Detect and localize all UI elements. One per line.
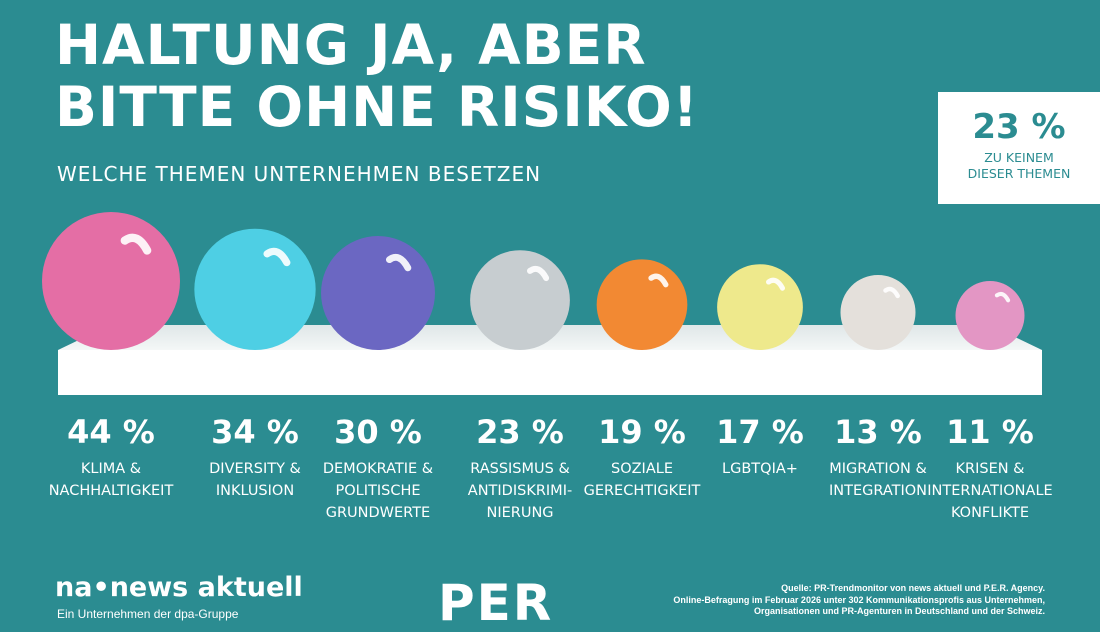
callout-text: ZU KEINEM DIESER THEMEN xyxy=(967,150,1071,181)
chart-label-4: 19 % SOZIALE GERECHTIGKEIT xyxy=(572,412,712,502)
no-topic-callout: 23 % ZU KEINEM DIESER THEMEN xyxy=(938,92,1100,204)
chart-label-5: 17 % LGBTQIA+ xyxy=(690,412,830,480)
ball-4 xyxy=(596,259,688,350)
chart-label-3: 23 % RASSISMUS & ANTIDISKRIMI- NIERUNG xyxy=(450,412,590,524)
ball-highlight-6 xyxy=(883,286,900,299)
value-label-0: 44 % xyxy=(67,413,155,451)
chart-label-6: 13 % MIGRATION & INTEGRATION xyxy=(808,412,948,502)
ball-1 xyxy=(194,228,316,350)
ball-highlight-4 xyxy=(648,273,669,288)
news-aktuell-tagline: Ein Unternehmen der dpa-Gruppe xyxy=(57,607,239,621)
category-label-7: KRISEN & INTERNATIONALE KONFLIKTE xyxy=(927,461,1053,521)
value-label-7: 11 % xyxy=(946,413,1034,451)
category-label-5: LGBTQIA+ xyxy=(722,461,798,477)
value-label-2: 30 % xyxy=(334,413,422,451)
chart-label-7: 11 % KRISEN & INTERNATIONALE KONFLIKTE xyxy=(920,412,1060,524)
title-line-2: BITTE OHNE RISIKO! xyxy=(55,75,699,139)
chart-subtitle: WELCHE THEMEN UNTERNEHMEN BESETZEN xyxy=(57,162,542,186)
chart-labels: 44 % KLIMA & NACHHALTIGKEIT 34 % DIVERSITY … xyxy=(0,412,1100,532)
ball-5 xyxy=(717,264,803,350)
chart-balls xyxy=(42,212,1025,350)
category-label-6: MIGRATION & INTEGRATION xyxy=(828,461,928,499)
ball-highlight-7 xyxy=(994,291,1011,303)
chart-label-0: 44 % KLIMA & NACHHALTIGKEIT xyxy=(41,412,181,502)
value-label-3: 23 % xyxy=(476,413,564,451)
chart-label-2: 30 % DEMOKRATIE & POLITISCHE GRUNDWERTE xyxy=(308,412,448,524)
ball-7 xyxy=(955,281,1025,350)
page-title: HALTUNG JA, ABER BITTE OHNE RISIKO! xyxy=(55,14,699,138)
ball-highlight-2 xyxy=(385,254,412,272)
callout-value: 23 % xyxy=(972,107,1066,147)
ball-3 xyxy=(470,250,570,350)
category-label-1: DIVERSITY & INKLUSION xyxy=(209,461,301,499)
title-line-1: HALTUNG JA, ABER xyxy=(55,13,647,77)
ball-2 xyxy=(321,236,435,350)
news-aktuell-logo: na•news aktuell xyxy=(55,572,303,603)
category-label-3: RASSISMUS & ANTIDISKRIMI- NIERUNG xyxy=(467,461,573,521)
value-label-5: 17 % xyxy=(716,413,804,451)
ball-highlight-5 xyxy=(766,277,786,291)
category-label-0: KLIMA & NACHHALTIGKEIT xyxy=(48,461,174,499)
ball-highlight-1 xyxy=(263,247,291,267)
ball-highlight-0 xyxy=(120,233,152,255)
shelf-front xyxy=(58,350,1042,395)
value-label-1: 34 % xyxy=(211,413,299,451)
source-note: Quelle: PR-Trendmonitor von news aktuell… xyxy=(673,583,1045,616)
per-logo: PER xyxy=(438,574,554,632)
ball-6 xyxy=(840,274,916,350)
chart-label-1: 34 % DIVERSITY & INKLUSION xyxy=(185,412,325,502)
value-label-6: 13 % xyxy=(834,413,922,451)
value-label-4: 19 % xyxy=(598,413,686,451)
ball-0 xyxy=(42,212,180,350)
ball-highlight-3 xyxy=(526,265,550,282)
bubble-chart xyxy=(42,212,1042,395)
category-label-2: DEMOKRATIE & POLITISCHE GRUNDWERTE xyxy=(322,461,434,521)
category-label-4: SOZIALE GERECHTIGKEIT xyxy=(583,461,701,499)
